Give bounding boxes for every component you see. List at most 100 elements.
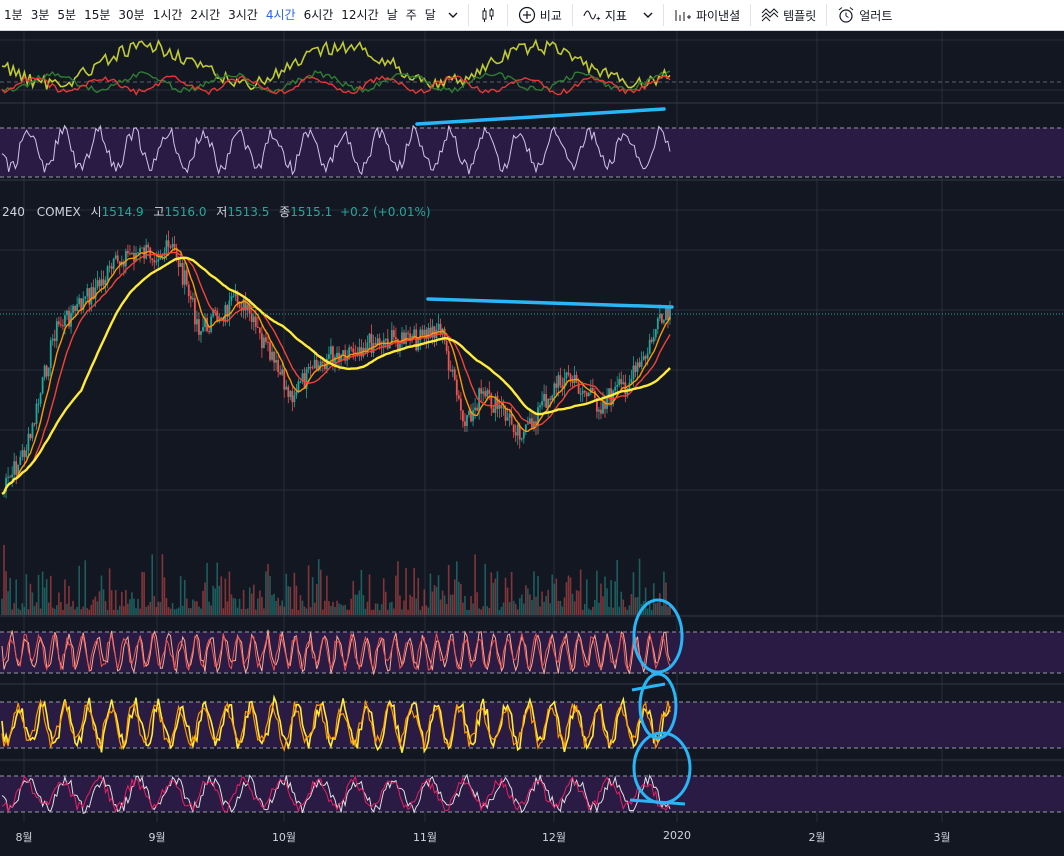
candle-body bbox=[368, 333, 371, 343]
interval-7[interactable]: 3시간 bbox=[228, 8, 258, 22]
candle-body bbox=[616, 385, 619, 387]
volume-bar bbox=[596, 570, 598, 615]
candle-body bbox=[512, 424, 515, 433]
volume-bar bbox=[441, 590, 444, 615]
volume-bar bbox=[165, 597, 168, 615]
interval-3[interactable]: 15분 bbox=[84, 8, 111, 22]
legend-interval: 240 bbox=[2, 205, 25, 219]
interval-8[interactable]: 4시간 bbox=[265, 8, 296, 22]
candle-body bbox=[506, 417, 509, 421]
candle-body bbox=[226, 305, 229, 317]
volume-bar bbox=[133, 598, 135, 615]
volume-bar bbox=[557, 600, 560, 615]
candle-body bbox=[319, 361, 322, 365]
volume-bar bbox=[104, 601, 107, 615]
volume-bar bbox=[5, 571, 7, 615]
volume-bar bbox=[644, 587, 647, 615]
volume-bar bbox=[364, 608, 367, 615]
financials-button[interactable]: 파이낸셜 bbox=[670, 0, 744, 30]
volume-bar bbox=[31, 592, 34, 615]
volume-bar bbox=[608, 606, 610, 615]
interval-1[interactable]: 3분 bbox=[30, 8, 50, 22]
candle-body bbox=[504, 407, 507, 421]
candle-body bbox=[210, 316, 213, 332]
chart-type-button[interactable] bbox=[475, 0, 501, 30]
volume-bar bbox=[466, 609, 468, 615]
interval-4[interactable]: 30분 bbox=[118, 8, 145, 22]
candle-body bbox=[419, 329, 422, 341]
volume-bar bbox=[488, 608, 491, 615]
volume-bar bbox=[289, 586, 292, 615]
interval-2[interactable]: 5분 bbox=[57, 8, 77, 22]
candle-body bbox=[118, 261, 121, 265]
volume-bar bbox=[358, 590, 361, 615]
interval-9[interactable]: 6시간 bbox=[303, 8, 334, 22]
volume-bar bbox=[537, 576, 539, 615]
indicators-button[interactable]: 지표 bbox=[579, 0, 631, 30]
volume-bar bbox=[415, 598, 418, 615]
candle-body bbox=[137, 252, 139, 254]
alert-button[interactable]: 얼러트 bbox=[833, 0, 896, 30]
candle-body bbox=[116, 255, 119, 262]
candle-body bbox=[68, 310, 70, 327]
volume-bar bbox=[417, 578, 420, 615]
volume-bar bbox=[579, 569, 582, 615]
volume-bar bbox=[301, 600, 304, 615]
volume-bar bbox=[492, 582, 495, 615]
interval-13[interactable]: 달 bbox=[424, 8, 436, 22]
candle-body bbox=[500, 404, 503, 409]
interval-10[interactable]: 12시간 bbox=[341, 8, 379, 22]
interval-5[interactable]: 1시간 bbox=[152, 8, 183, 22]
candle-body bbox=[21, 450, 24, 457]
volume-bar bbox=[559, 600, 562, 615]
dmi-minus-line bbox=[1, 75, 671, 96]
volume-bar bbox=[624, 607, 627, 615]
candle-body bbox=[305, 369, 308, 389]
volume-bar bbox=[405, 568, 407, 615]
candle-body bbox=[553, 383, 556, 396]
candle-body bbox=[267, 341, 269, 343]
candle-body bbox=[187, 284, 190, 297]
candle-body bbox=[277, 359, 280, 372]
compare-button[interactable]: 비교 bbox=[514, 0, 566, 30]
candle-body bbox=[74, 306, 76, 311]
volume-bar bbox=[169, 608, 172, 615]
candle-body bbox=[90, 287, 93, 305]
candle-body bbox=[476, 407, 479, 411]
month-label-1: 9월 bbox=[148, 831, 166, 844]
volume-bar bbox=[311, 577, 314, 615]
volume-bar bbox=[179, 576, 182, 615]
volume-bar bbox=[328, 601, 330, 615]
candle-body bbox=[451, 369, 454, 372]
templates-button[interactable]: 템플릿 bbox=[757, 0, 820, 30]
volume-bar bbox=[362, 595, 365, 615]
interval-0[interactable]: 1분 bbox=[4, 8, 23, 22]
volume-bar bbox=[445, 603, 448, 615]
interval-6[interactable]: 2시간 bbox=[190, 8, 221, 22]
chevron-down-icon[interactable] bbox=[444, 6, 462, 24]
volume-bar bbox=[622, 599, 625, 615]
candle-body bbox=[366, 342, 369, 352]
candle-body bbox=[232, 295, 235, 297]
candle-body bbox=[593, 390, 596, 398]
candle-body bbox=[66, 310, 68, 316]
candle-body bbox=[587, 392, 590, 397]
candle-body bbox=[80, 298, 83, 310]
volume-bar bbox=[92, 599, 95, 615]
candle-body bbox=[490, 393, 493, 409]
interval-12[interactable]: 주 bbox=[405, 8, 417, 22]
top-toolbar: 1분 3분 5분 15분 30분 1시간 2시간 3시간 4시간 6시간 12시간 날 주 달 비교 지표… bbox=[0, 0, 1064, 31]
candle-body bbox=[110, 266, 113, 269]
volume-bar bbox=[317, 559, 320, 615]
volume-bar bbox=[283, 606, 286, 615]
legend-low-label: 저 bbox=[216, 205, 228, 219]
chevron-down-icon[interactable] bbox=[639, 6, 657, 24]
volume-bar bbox=[567, 575, 570, 615]
candle-body bbox=[429, 327, 432, 338]
volume-bar bbox=[561, 606, 564, 615]
chart-area[interactable] bbox=[0, 31, 1064, 856]
candle-body bbox=[602, 401, 604, 414]
volume-bar bbox=[131, 592, 133, 615]
interval-11[interactable]: 날 bbox=[386, 8, 398, 22]
candle-body bbox=[388, 344, 391, 349]
